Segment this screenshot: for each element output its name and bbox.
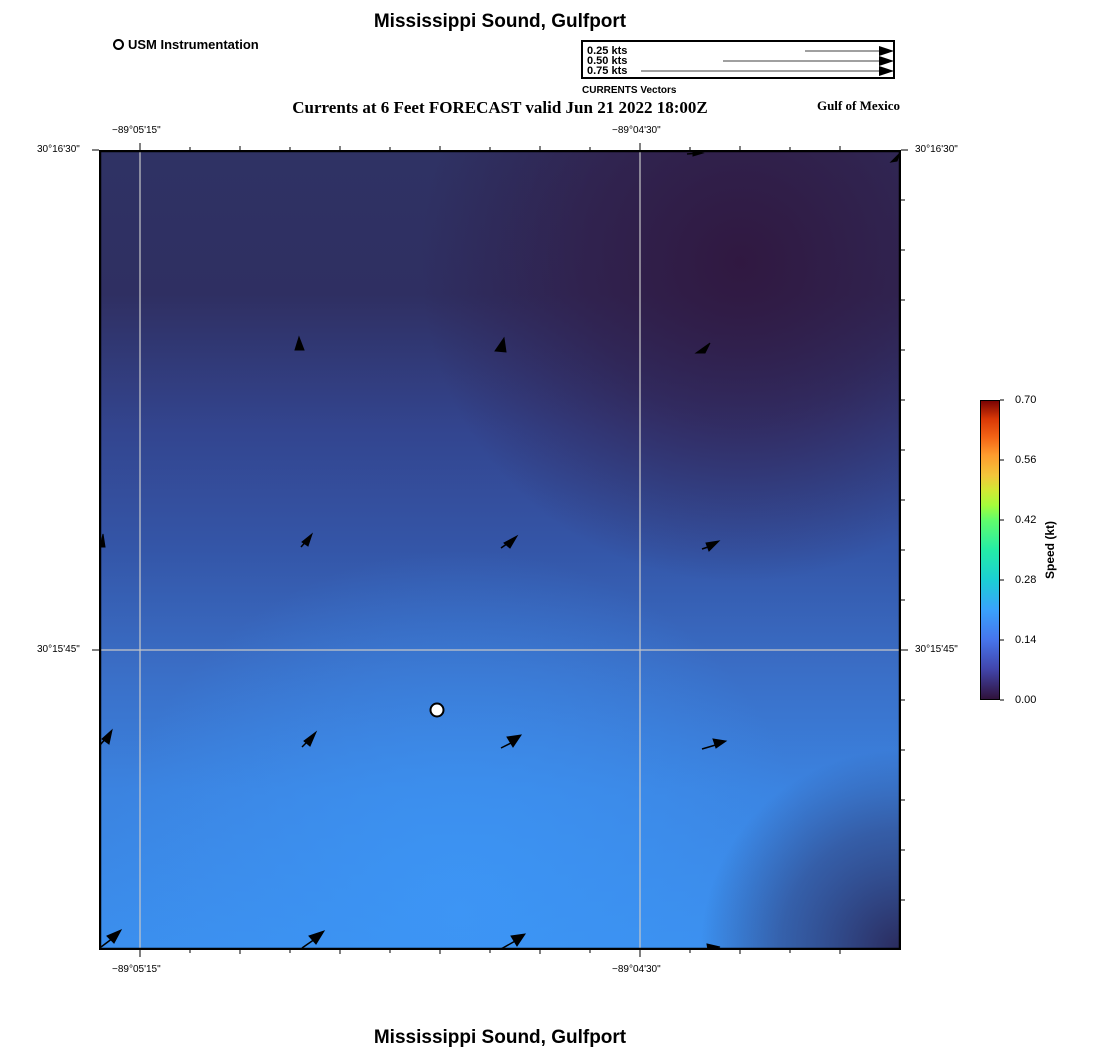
instrument-legend-label: USM Instrumentation	[128, 37, 259, 52]
lat-label-left-north: 30°16'30"	[37, 144, 80, 155]
lon-label-bottom-east: −89°04'30"	[612, 964, 661, 975]
lon-label-top-west: −89°05'15"	[112, 125, 161, 136]
map-frame	[98, 149, 902, 951]
vector-scale-label-1: 0.25 kts	[587, 45, 628, 57]
lon-label-top-east: −89°04'30"	[612, 125, 661, 136]
vector-scale-arrows-icon	[641, 46, 893, 76]
lat-label-right-south: 30°15'45"	[915, 644, 958, 655]
vector-legend-caption: CURRENTS Vectors	[582, 85, 677, 96]
instrument-marker-icon	[113, 39, 124, 50]
vector-scale-legend: 0.25 kts 0.50 kts 0.75 kts	[581, 40, 895, 79]
colorbar-tick-0.00: 0.00	[1015, 694, 1037, 706]
instrument-legend: USM Instrumentation	[113, 37, 259, 52]
colorbar-tick-0.56: 0.56	[1015, 454, 1037, 466]
current-vectors	[99, 149, 901, 951]
graticule	[99, 150, 901, 950]
colorbar-tick-0.14: 0.14	[1015, 634, 1037, 646]
colorbar-tick-0.28: 0.28	[1015, 574, 1037, 586]
colorbar-tick-0.70: 0.70	[1015, 394, 1037, 406]
forecast-subtitle: Currents at 6 Feet FORECAST valid Jun 21…	[292, 98, 708, 117]
speed-field	[94, 149, 902, 951]
map-title: Mississippi Sound, Gulfport	[373, 11, 627, 32]
lat-label-right-north: 30°16'30"	[915, 144, 958, 155]
colorbar-ticks	[1000, 399, 1004, 701]
speed-colorbar	[980, 400, 1000, 700]
colorbar-title: Speed (kt)	[1043, 521, 1057, 580]
currents-map[interactable]	[92, 143, 908, 957]
colorbar-tick-0.42: 0.42	[1015, 514, 1037, 526]
lat-label-left-south: 30°15'45"	[37, 644, 80, 655]
usm-instrument-marker[interactable]	[429, 702, 445, 718]
region-label: Gulf of Mexico	[816, 98, 900, 113]
lon-label-bottom-west: −89°05'15"	[112, 964, 161, 975]
footer-title: Mississippi Sound, Gulfport	[373, 1027, 627, 1048]
vector-scale-label-3: 0.75 kts	[587, 65, 628, 77]
vector-scale-label-2: 0.50 kts	[587, 55, 628, 67]
